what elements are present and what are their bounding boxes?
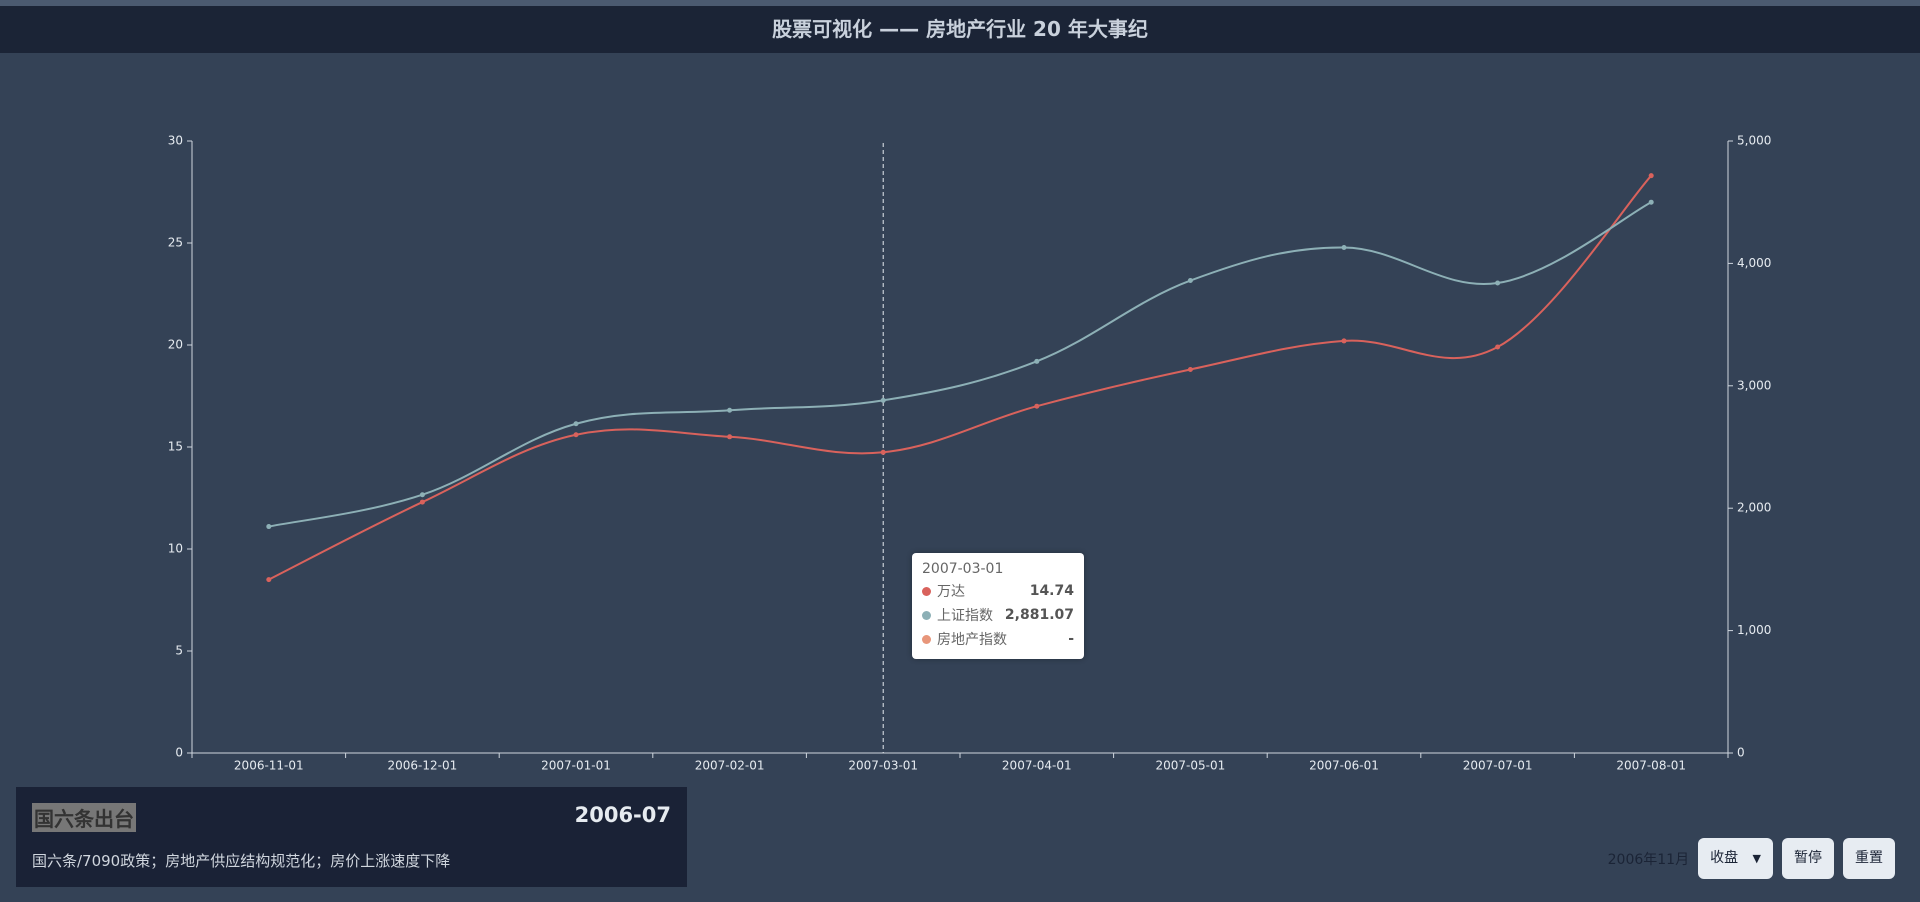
point: [1187, 366, 1193, 372]
point: [727, 407, 733, 413]
point: [266, 524, 272, 530]
y-tick-label: 5: [175, 644, 183, 658]
pause-button[interactable]: 暂停: [1782, 838, 1834, 879]
tooltip-dot: [922, 634, 931, 644]
event-date: 2006-07: [574, 803, 671, 827]
tooltip-dot: [922, 610, 931, 620]
point: [573, 421, 579, 427]
tooltip-value: -: [1068, 631, 1074, 647]
tooltip-dot: [922, 586, 931, 596]
y2-tick-label: 5,000: [1737, 134, 1771, 148]
tooltip: 2007-03-01 万达 14.74 上证指数 2,881.07 房地产指数 -: [912, 553, 1084, 659]
tooltip-value: 14.74: [1029, 583, 1074, 599]
controls: 2006年11月 收盘 ▼ 暂停 重置: [1608, 838, 1895, 879]
y2-tick-label: 1,000: [1737, 623, 1771, 637]
x-tick-label: 2007-03-01: [848, 759, 918, 773]
x-tick-label: 2007-04-01: [1002, 759, 1072, 773]
x-tick-label: 2006-11-01: [234, 759, 304, 773]
top-strip: [0, 0, 1920, 6]
y-tick-label: 30: [168, 134, 183, 148]
x-tick-label: 2007-05-01: [1156, 759, 1226, 773]
y-tick-label: 10: [168, 542, 183, 556]
tooltip-name: 万达: [937, 584, 965, 600]
point: [1341, 338, 1347, 344]
point: [880, 449, 886, 455]
event-title: 国六条出台: [32, 803, 136, 832]
tooltip-row: 上证指数 2,881.07: [922, 603, 1074, 627]
y2-tick-label: 3,000: [1737, 378, 1771, 392]
tooltip-value: 2,881.07: [1004, 607, 1074, 623]
point: [1341, 244, 1347, 250]
x-tick-label: 2007-02-01: [695, 759, 765, 773]
point: [1187, 278, 1193, 284]
point: [419, 492, 425, 498]
y-tick-label: 15: [168, 440, 183, 454]
current-month: 2006年11月: [1607, 851, 1690, 868]
y-tick-label: 0: [175, 746, 183, 760]
tooltip-name: 房地产指数: [937, 632, 1007, 648]
x-tick-label: 2007-08-01: [1616, 759, 1686, 773]
point: [1495, 344, 1501, 350]
x-tick-label: 2007-06-01: [1309, 759, 1379, 773]
y2-tick-label: 2,000: [1737, 501, 1771, 515]
series-line: [268, 201, 1652, 528]
y-tick-label: 25: [168, 236, 183, 250]
point: [1034, 403, 1040, 409]
point: [727, 434, 733, 440]
header-title: 股票可视化 —— 房地产行业 20 年大事纪: [0, 6, 1920, 53]
y-tick-label: 20: [168, 338, 183, 352]
tooltip-title: 2007-03-01: [922, 561, 1004, 577]
point: [1648, 173, 1654, 179]
reset-button[interactable]: 重置: [1843, 838, 1895, 879]
x-tick-label: 2006-12-01: [388, 759, 458, 773]
mode-label: 收盘: [1710, 850, 1739, 866]
series-line: [268, 175, 1652, 581]
point: [1034, 358, 1040, 364]
tooltip-row: 万达 14.74: [922, 579, 1074, 603]
y2-tick-label: 0: [1737, 746, 1745, 760]
x-tick-label: 2007-01-01: [541, 759, 611, 773]
point: [880, 397, 886, 403]
x-tick-label: 2007-07-01: [1463, 759, 1533, 773]
point: [266, 577, 272, 583]
event-card: 国六条出台 2006-07 国六条/7090政策；房地产供应结构规范化；房价上涨…: [16, 787, 687, 887]
mode-select[interactable]: 收盘 ▼: [1698, 838, 1773, 879]
point: [1495, 280, 1501, 286]
point: [1648, 199, 1654, 205]
point: [419, 499, 425, 505]
tooltip-row: 房地产指数 -: [922, 627, 1074, 651]
event-description: 国六条/7090政策；房地产供应结构规范化；房价上涨速度下降: [32, 852, 451, 870]
tooltip-name: 上证指数: [937, 608, 993, 624]
point: [573, 432, 579, 438]
y2-tick-label: 4,000: [1737, 256, 1771, 270]
